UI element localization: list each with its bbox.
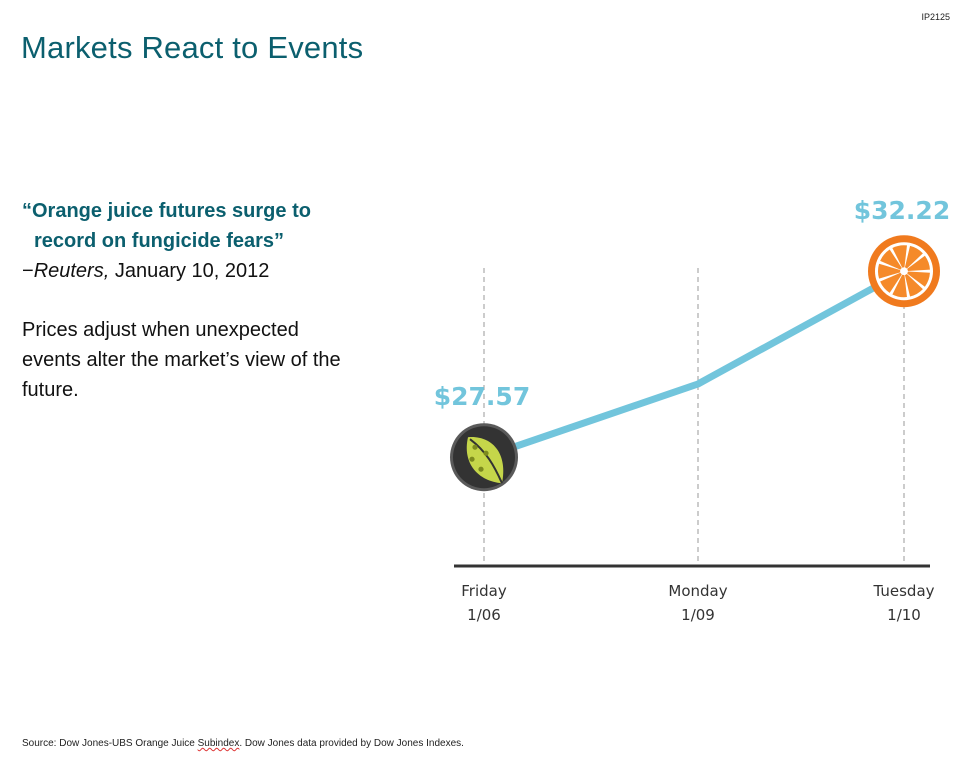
attribution-date: January 10, 2012 [109,260,270,282]
x-tick-date-0: 1/06 [467,606,501,624]
leaf-icon-dot-1 [469,456,475,462]
quote-block: “Orange juice futures surge to record on… [22,196,382,286]
leaf-icon-dot-2 [478,466,484,472]
price-chart: Friday 1/06 Monday 1/09 Tuesday 1/10 $27.57 $32… [434,196,950,624]
orange-icon-segment-0 [907,271,930,287]
orange-icon-segment-4 [878,263,901,279]
orange-icon-segment-5 [880,249,902,270]
price-label-1: $32.22 [854,196,950,225]
quote-line-1: “Orange juice futures surge to [22,200,311,222]
quote-attribution: −Reuters, January 10, 2012 [22,256,382,286]
quote-line-2: record on fungicide fears” [34,230,285,252]
leaf-icon-dot-0 [472,444,478,450]
orange-icon-segment-6 [892,245,907,268]
slide-id: IP2125 [921,12,950,22]
x-tick-day-2: Tuesday [872,582,934,600]
price-series-line [480,267,908,461]
source-note: Source: Dow Jones-UBS Orange Juice Subin… [22,738,464,749]
leaf-icon-dot-3 [483,450,489,456]
price-label-0: $27.57 [434,382,530,411]
attribution-dash: − [22,260,34,282]
x-tick-day-0: Friday [461,582,507,600]
page-title: Markets React to Events [21,30,364,65]
source-prefix: Source: Dow Jones-UBS Orange Juice [22,738,198,749]
x-tick-day-1: Monday [668,582,727,600]
orange-icon-segment-3 [880,272,902,293]
orange-icon-segment-8 [907,255,930,271]
quote-headline: “Orange juice futures surge to record on… [22,196,382,256]
orange-icon-segment-7 [904,245,923,269]
source-underlined-word: Subindex [197,738,240,749]
leaf-icon-vein [469,438,503,484]
x-tick-date-1: 1/09 [681,606,715,624]
orange-icon-segment-2 [892,274,907,298]
x-tick-date-2: 1/10 [887,606,921,624]
orange-slice-icon [868,235,940,308]
explanation-text: Prices adjust when unexpected events alt… [22,319,341,401]
leaf-icon [450,423,518,492]
source-suffix: . Dow Jones data provided by Dow Jones I… [239,738,464,749]
attribution-publisher: Reuters, [33,260,110,282]
orange-icon-segment-1 [904,273,923,297]
